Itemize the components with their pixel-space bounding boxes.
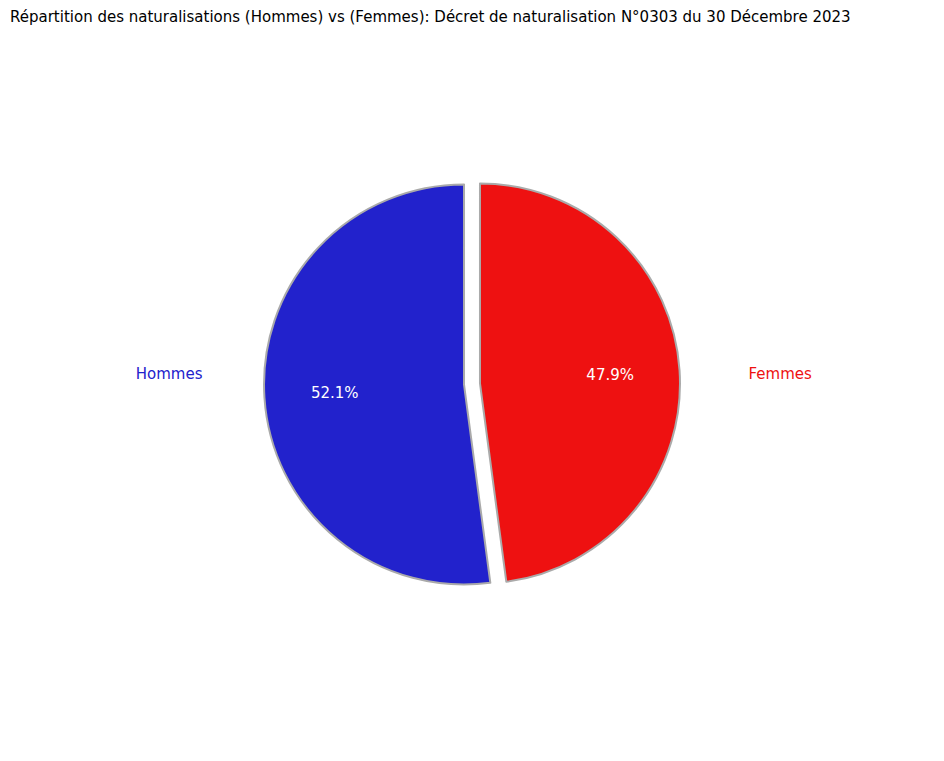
html-text:Répartition des naturalisation: Répartition des naturalisations (Hommes)… xyxy=(10,8,851,26)
svg-text:Hommes: Hommes xyxy=(136,365,203,383)
svg-text:52.1%: 52.1% xyxy=(311,384,359,402)
svg-text:47.9%: 47.9% xyxy=(586,366,634,384)
svg-text:Femmes: Femmes xyxy=(749,365,812,383)
